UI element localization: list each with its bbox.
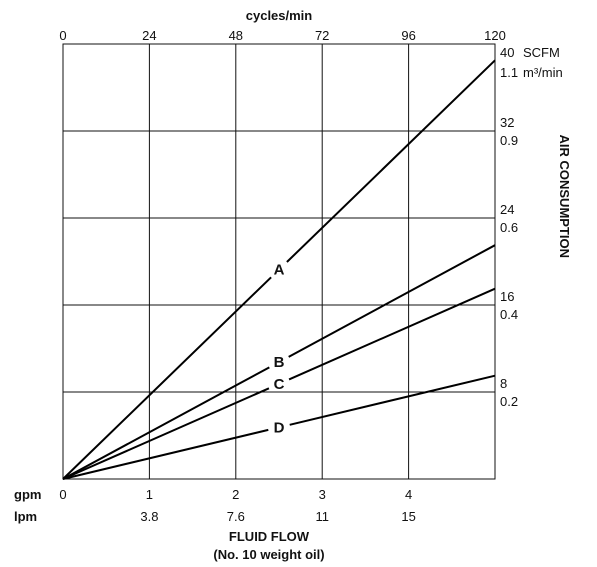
series-line-a-end [286, 59, 496, 263]
series-label-b: B [274, 354, 285, 371]
top-tick-label: 96 [401, 28, 415, 43]
series-line-d [62, 428, 269, 480]
lpm-unit-label: lpm [14, 509, 37, 524]
m3-tick-label: 0.9 [500, 133, 518, 148]
series-line-b [62, 366, 270, 480]
scfm-tick-label: 40 [500, 45, 514, 60]
gpm-tick-label: 0 [59, 487, 66, 502]
plot-frame [62, 43, 496, 480]
x-axis-subtitle: (No. 10 weight oil) [213, 547, 324, 562]
series-lines [62, 59, 496, 480]
series-line-d-end [289, 374, 496, 426]
top-tick-label: 48 [229, 28, 243, 43]
top-tick-label: 0 [59, 28, 66, 43]
gpm-tick-label: 1 [146, 487, 153, 502]
top-tick-label: 120 [484, 28, 506, 43]
series-label-c: C [274, 376, 285, 393]
m3-tick-label: 0.4 [500, 307, 518, 322]
top-tick-label: 24 [142, 28, 156, 43]
top-axis-title: cycles/min [246, 8, 313, 23]
top-tick-label: 72 [315, 28, 329, 43]
lpm-tick-label: 3.8 [140, 509, 158, 524]
series-label-a: A [274, 262, 285, 279]
series-line-c-end [288, 287, 496, 381]
gpm-tick-label: 4 [405, 487, 412, 502]
gpm-unit-label: gpm [14, 487, 41, 502]
x-axis-title: FLUID FLOW [229, 529, 310, 544]
lpm-tick-label: 15 [401, 509, 415, 524]
series-label-d: D [274, 419, 285, 436]
m3-unit-label: m³/min [523, 65, 563, 80]
lpm-tick-label: 7.6 [227, 509, 245, 524]
scfm-tick-label: 32 [500, 115, 514, 130]
scfm-tick-label: 8 [500, 376, 507, 391]
axis-labels: cycles/min FLUID FLOW (No. 10 weight oil… [14, 8, 572, 562]
series-line-a [62, 276, 272, 480]
m3-tick-label: 0.2 [500, 394, 518, 409]
series-line-c [62, 387, 270, 480]
y-axis-title: AIR CONSUMPTION [557, 135, 572, 259]
series-line-b-end [288, 244, 496, 358]
scfm-tick-label: 24 [500, 202, 514, 217]
lpm-tick-label: 11 [315, 509, 329, 524]
gpm-tick-label: 2 [232, 487, 239, 502]
m3-tick-label: 1.1 [500, 65, 518, 80]
scfm-unit-label: SCFM [523, 45, 560, 60]
m3-tick-label: 0.6 [500, 220, 518, 235]
gpm-tick-label: 3 [319, 487, 326, 502]
scfm-tick-label: 16 [500, 289, 514, 304]
